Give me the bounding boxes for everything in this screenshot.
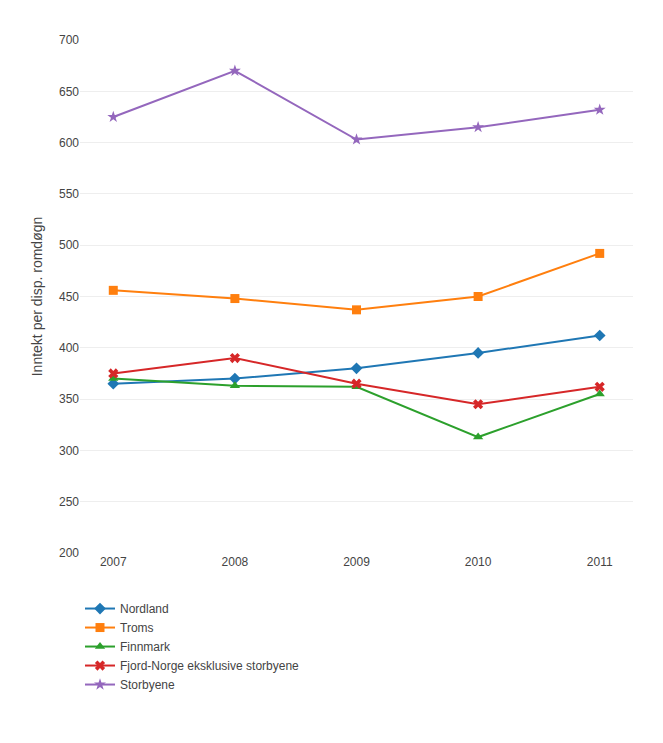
svg-text:2008: 2008 — [222, 555, 249, 569]
svg-text:Inntekt per disp. romdøgn: Inntekt per disp. romdøgn — [29, 217, 45, 377]
svg-text:2010: 2010 — [465, 555, 492, 569]
svg-text:550: 550 — [59, 187, 79, 201]
svg-text:2011: 2011 — [587, 555, 613, 569]
svg-text:Storbyene: Storbyene — [120, 678, 175, 692]
svg-text:600: 600 — [59, 136, 79, 150]
svg-text:500: 500 — [59, 238, 79, 252]
svg-text:2009: 2009 — [343, 555, 370, 569]
svg-text:300: 300 — [59, 444, 79, 458]
svg-text:650: 650 — [59, 85, 79, 99]
svg-text:350: 350 — [59, 392, 79, 406]
svg-text:400: 400 — [59, 341, 79, 355]
svg-text:2007: 2007 — [100, 555, 127, 569]
svg-text:Fjord-Norge eksklusive storbye: Fjord-Norge eksklusive storbyene — [120, 659, 299, 673]
svg-text:Troms: Troms — [120, 621, 154, 635]
svg-text:250: 250 — [59, 495, 79, 509]
svg-text:Finnmark: Finnmark — [120, 640, 171, 654]
svg-text:700: 700 — [59, 33, 79, 47]
svg-text:Nordland: Nordland — [120, 602, 169, 616]
svg-text:450: 450 — [59, 290, 79, 304]
svg-text:200: 200 — [59, 546, 79, 560]
